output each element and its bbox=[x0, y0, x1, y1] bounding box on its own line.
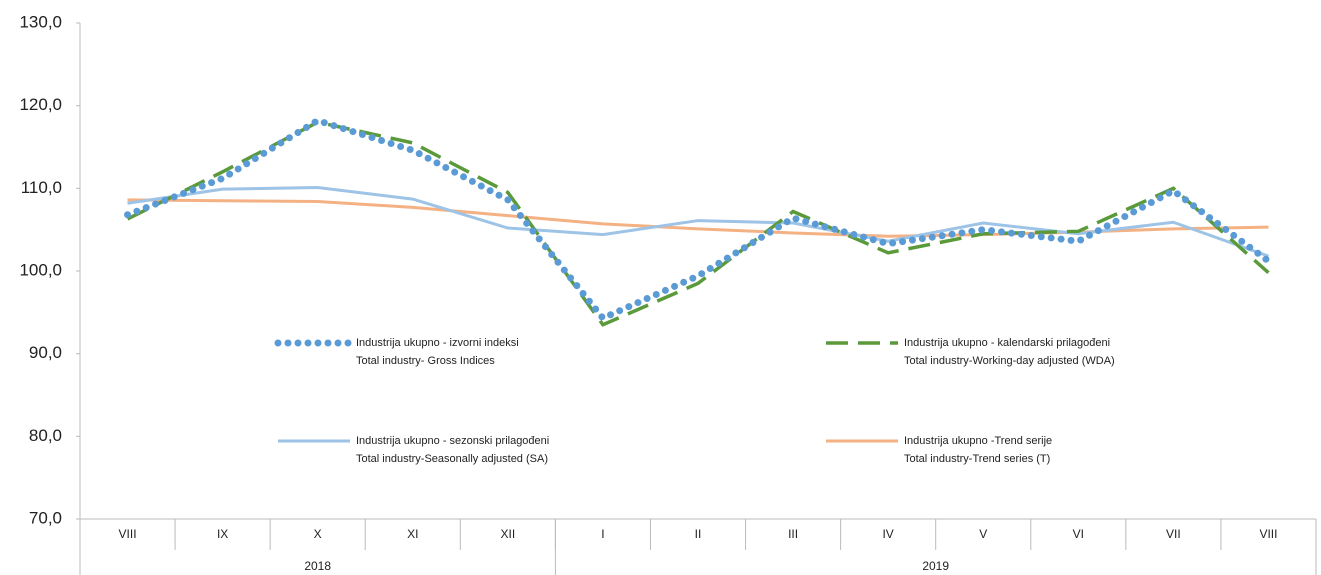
y-tick-label: 130,0 bbox=[19, 12, 62, 31]
y-tick-label: 110,0 bbox=[21, 178, 62, 197]
series-line bbox=[124, 116, 1272, 323]
y-tick-label: 120,0 bbox=[19, 95, 62, 114]
legend-label: Industrija ukupno - izvorni indeksi bbox=[356, 337, 519, 349]
legend-label: Industrija ukupno - sezonski prilagođeni bbox=[356, 435, 549, 447]
x-tick-label: I bbox=[601, 527, 604, 541]
y-tick-label: 70,0 bbox=[29, 508, 62, 527]
x-tick-label: V bbox=[979, 527, 987, 541]
y-tick-label: 90,0 bbox=[29, 343, 62, 362]
legend-label: Industrija ukupno -Trend serije bbox=[904, 435, 1052, 447]
legend-label-en: Total industry-Trend series (T) bbox=[904, 453, 1050, 465]
x-tick-label: IX bbox=[217, 527, 228, 541]
x-tick-label: IV bbox=[882, 527, 893, 541]
x-tick-label: VIII bbox=[119, 527, 137, 541]
x-tick-label: X bbox=[314, 527, 322, 541]
series-line bbox=[126, 120, 1270, 327]
x-tick-label: II bbox=[695, 527, 702, 541]
x-tick-label: XII bbox=[501, 527, 516, 541]
y-tick-label: 100,0 bbox=[19, 260, 62, 279]
year-label: 2018 bbox=[304, 559, 331, 573]
legend-label-en: Total industry-Seasonally adjusted (SA) bbox=[356, 453, 548, 465]
legend-label-en: Total industry-Working-day adjusted (WDA… bbox=[904, 355, 1115, 367]
y-tick-label: 80,0 bbox=[29, 426, 62, 445]
legend-label: Industrija ukupno - kalendarski prilagođ… bbox=[904, 337, 1110, 349]
x-tick-label: XI bbox=[407, 527, 418, 541]
legend-label-en: Total industry- Gross Indices bbox=[356, 355, 495, 367]
x-tick-label: VII bbox=[1166, 527, 1181, 541]
series-line bbox=[127, 186, 1269, 258]
x-tick-label: VIII bbox=[1259, 527, 1277, 541]
year-label: 2019 bbox=[922, 559, 949, 573]
x-tick-label: VI bbox=[1073, 527, 1084, 541]
x-tick-label: III bbox=[788, 527, 798, 541]
